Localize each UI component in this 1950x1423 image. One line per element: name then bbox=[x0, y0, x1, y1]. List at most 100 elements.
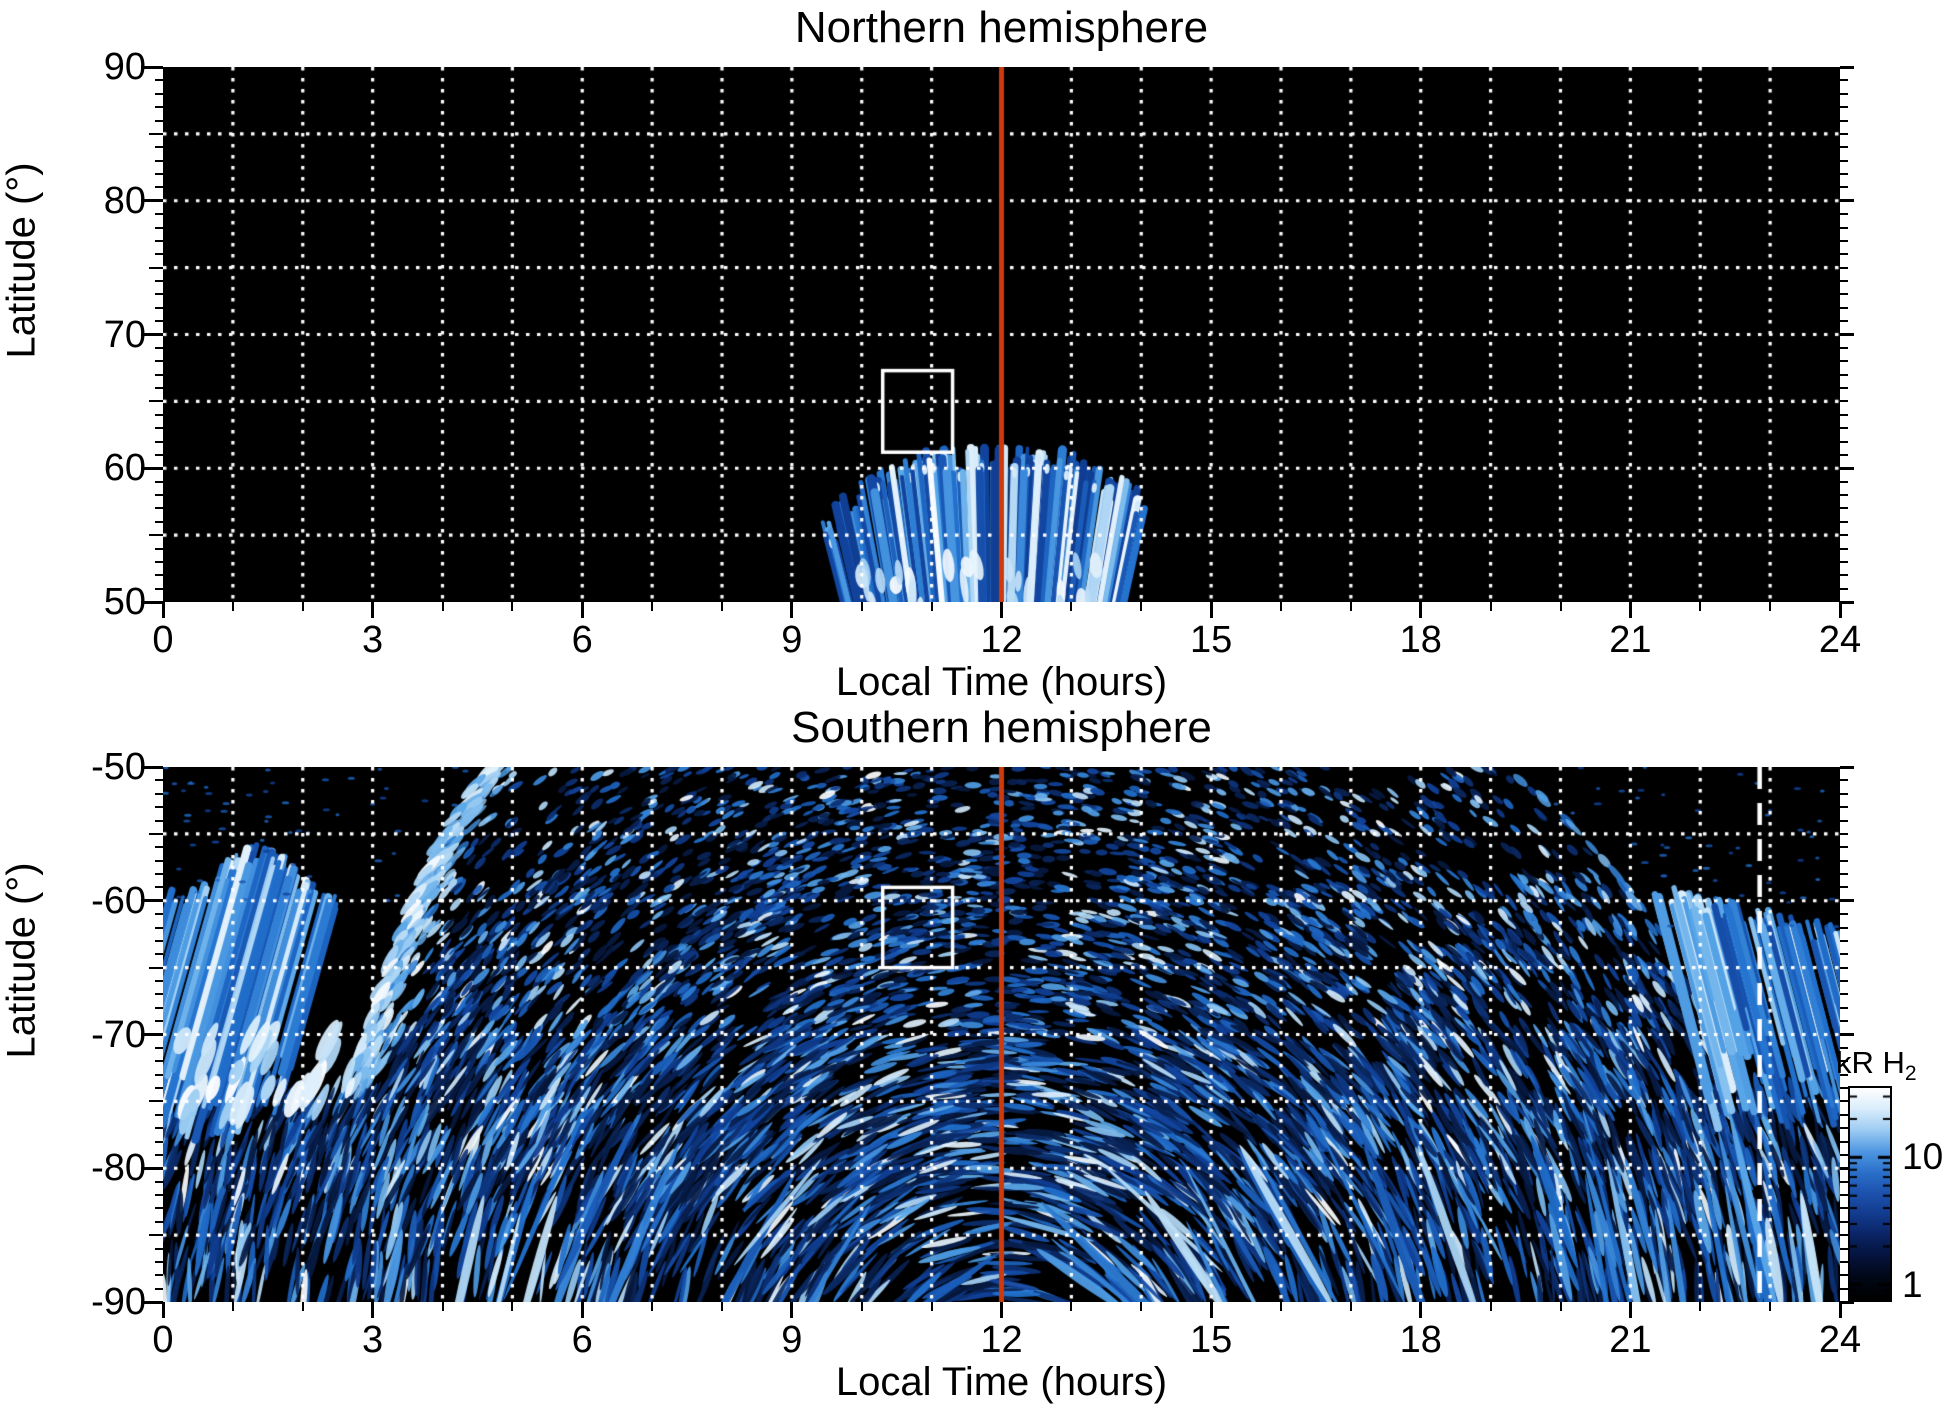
x-axis-tick bbox=[371, 1302, 375, 1318]
x-axis-tick bbox=[1140, 1302, 1143, 1311]
panel-title-south: Southern hemisphere bbox=[791, 703, 1212, 752]
x-axis-tick bbox=[161, 1302, 165, 1318]
x-axis-tick bbox=[1000, 602, 1003, 618]
y-axis-tick-right bbox=[1840, 520, 1848, 523]
y-axis-tick-right bbox=[1840, 186, 1848, 189]
y-axis-tick-right bbox=[1840, 779, 1848, 782]
y-axis-tick-right bbox=[1840, 1207, 1848, 1210]
y-axis-tick bbox=[155, 560, 163, 563]
south-x-axis-title: Local Time (hours) bbox=[835, 1360, 1168, 1404]
y-axis-tick bbox=[141, 466, 163, 470]
y-tick-label: -70 bbox=[91, 1013, 146, 1056]
y-axis-tick-right bbox=[1840, 453, 1848, 456]
y-axis-tick bbox=[155, 360, 163, 363]
y-axis-tick bbox=[155, 320, 163, 323]
y-axis-tick-right bbox=[1840, 65, 1854, 69]
x-axis-tick bbox=[161, 602, 165, 618]
x-axis-tick bbox=[1070, 1302, 1073, 1311]
y-axis-tick bbox=[155, 159, 163, 162]
y-axis-tick bbox=[155, 293, 163, 296]
y-axis-tick-right bbox=[1840, 1033, 1854, 1036]
colorbar-gradient bbox=[1850, 1088, 1890, 1300]
y-axis-tick bbox=[155, 926, 163, 929]
y-axis-tick bbox=[155, 806, 163, 809]
y-axis-tick bbox=[141, 1033, 163, 1036]
y-axis-tick bbox=[155, 453, 163, 456]
y-axis-tick-right bbox=[1840, 239, 1848, 242]
y-axis-tick bbox=[155, 106, 163, 109]
y-axis-tick bbox=[155, 280, 163, 282]
y-axis-tick bbox=[155, 1020, 163, 1023]
y-axis-tick bbox=[155, 819, 163, 822]
y-axis-tick-right bbox=[1840, 306, 1848, 309]
y-axis-tick bbox=[155, 886, 163, 889]
panel-title-north: Northern hemisphere bbox=[794, 3, 1209, 52]
y-axis-tick bbox=[149, 1100, 163, 1103]
y-axis-tick bbox=[149, 400, 163, 403]
y-axis-tick bbox=[155, 1006, 163, 1009]
x-tick-label: 9 bbox=[781, 619, 803, 661]
x-axis-tick bbox=[301, 1302, 304, 1311]
y-axis-tick bbox=[155, 119, 163, 122]
x-axis-tick bbox=[1070, 602, 1073, 611]
x-axis-tick bbox=[1628, 602, 1632, 618]
y-axis-tick bbox=[155, 387, 163, 389]
y-axis-tick bbox=[155, 859, 163, 862]
y-axis-tick-right bbox=[1840, 173, 1848, 175]
x-axis-tick bbox=[1838, 602, 1842, 618]
y-axis-tick-right bbox=[1840, 1060, 1848, 1063]
x-axis-tick bbox=[301, 602, 304, 611]
y-axis-tick-right bbox=[1840, 886, 1848, 889]
y-axis-tick bbox=[155, 1274, 163, 1277]
x-axis-tick bbox=[721, 602, 723, 611]
y-axis-tick-right bbox=[1840, 980, 1848, 982]
y-axis-tick-right bbox=[1840, 547, 1848, 550]
y-axis-tick-right bbox=[1840, 819, 1848, 822]
x-tick-label: 6 bbox=[571, 619, 593, 661]
x-axis-tick bbox=[651, 602, 654, 611]
y-axis-tick bbox=[149, 534, 163, 537]
y-axis-tick-right bbox=[1840, 226, 1848, 229]
y-axis-tick-right bbox=[1840, 440, 1848, 443]
y-axis-tick bbox=[155, 913, 163, 916]
y-axis-tick-right bbox=[1840, 253, 1848, 256]
y-axis-tick bbox=[155, 1127, 163, 1130]
y-axis-tick bbox=[155, 953, 163, 956]
y-axis-tick bbox=[141, 1166, 163, 1170]
x-axis-tick bbox=[651, 1302, 654, 1311]
y-axis-tick bbox=[141, 65, 163, 69]
x-axis-tick bbox=[1000, 1302, 1003, 1318]
y-axis-tick-right bbox=[1840, 79, 1848, 82]
x-axis-tick bbox=[860, 602, 863, 611]
y-axis-tick-right bbox=[1840, 199, 1854, 203]
y-axis-tick-right bbox=[1840, 146, 1848, 149]
colorbar-label-subscript: 2 bbox=[1904, 1062, 1917, 1086]
x-tick-label: 15 bbox=[1189, 1319, 1233, 1361]
y-axis-tick bbox=[149, 832, 163, 835]
y-axis-tick bbox=[155, 1060, 163, 1063]
y-axis-tick bbox=[155, 1113, 163, 1116]
x-axis-tick bbox=[371, 602, 375, 618]
x-axis-tick bbox=[580, 1302, 584, 1318]
y-axis-tick bbox=[155, 1247, 163, 1250]
y-axis-tick-right bbox=[1840, 1127, 1848, 1130]
x-axis-tick bbox=[1489, 602, 1492, 611]
y-axis-tick-right bbox=[1840, 792, 1848, 795]
y-axis-tick bbox=[149, 266, 163, 269]
x-tick-label: 21 bbox=[1609, 1319, 1652, 1361]
y-axis-tick-right bbox=[1840, 1046, 1848, 1049]
y-tick-label: -50 bbox=[91, 746, 146, 788]
y-axis-tick bbox=[155, 846, 163, 849]
y-axis-tick bbox=[155, 1140, 163, 1143]
y-axis-tick bbox=[155, 1180, 163, 1183]
y-axis-tick bbox=[155, 1073, 163, 1076]
y-axis-tick-right bbox=[1840, 320, 1848, 323]
x-axis-tick bbox=[930, 1302, 933, 1311]
y-axis-tick-right bbox=[1840, 346, 1848, 349]
x-axis-tick bbox=[1209, 602, 1213, 618]
colorbar-label: kR H2 bbox=[1836, 1046, 1917, 1091]
x-axis-tick bbox=[721, 1302, 723, 1311]
y-axis-tick-right bbox=[1840, 213, 1848, 216]
x-tick-label: 12 bbox=[980, 1319, 1023, 1361]
